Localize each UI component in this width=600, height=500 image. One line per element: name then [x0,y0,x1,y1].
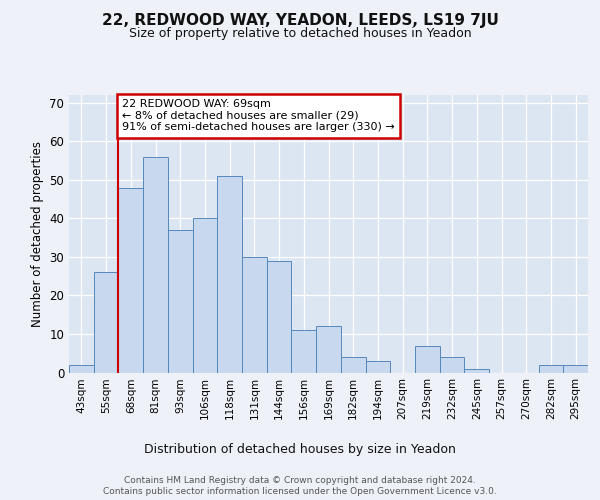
Bar [563,365,588,372]
Text: Distribution of detached houses by size in Yeadon: Distribution of detached houses by size … [144,442,456,456]
Bar [365,361,390,372]
Bar [143,156,168,372]
Bar [118,188,143,372]
Bar [94,272,118,372]
Text: Contains public sector information licensed under the Open Government Licence v3: Contains public sector information licen… [103,488,497,496]
Bar [316,326,341,372]
Bar [341,357,365,372]
Bar [415,346,440,372]
Text: 22, REDWOOD WAY, YEADON, LEEDS, LS19 7JU: 22, REDWOOD WAY, YEADON, LEEDS, LS19 7JU [101,12,499,28]
Bar [242,257,267,372]
Bar [539,365,563,372]
Bar [69,365,94,372]
Bar [292,330,316,372]
Text: Contains HM Land Registry data © Crown copyright and database right 2024.: Contains HM Land Registry data © Crown c… [124,476,476,485]
Bar [217,176,242,372]
Bar [267,260,292,372]
Bar [464,368,489,372]
Bar [168,230,193,372]
Y-axis label: Number of detached properties: Number of detached properties [31,141,44,327]
Text: 22 REDWOOD WAY: 69sqm
← 8% of detached houses are smaller (29)
91% of semi-detac: 22 REDWOOD WAY: 69sqm ← 8% of detached h… [122,99,395,132]
Bar [440,357,464,372]
Text: Size of property relative to detached houses in Yeadon: Size of property relative to detached ho… [128,28,472,40]
Bar [193,218,217,372]
